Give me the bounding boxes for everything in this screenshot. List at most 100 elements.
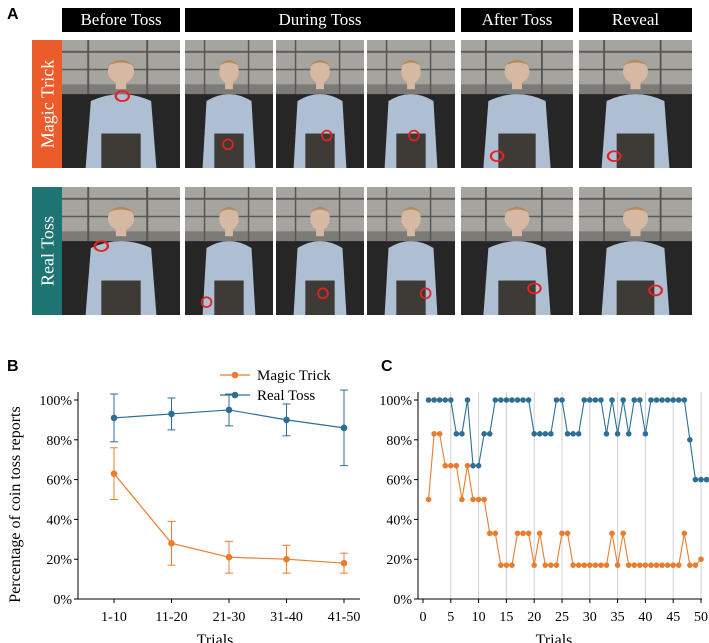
data-point-real-toss	[692, 476, 699, 483]
data-point-magic-trick	[564, 530, 571, 537]
y-tick-label: 40%	[386, 513, 412, 528]
data-point-real-toss	[168, 410, 175, 418]
x-tick-label: 5	[447, 610, 454, 625]
data-point-real-toss	[675, 397, 682, 403]
x-axis-label: Trials	[536, 632, 573, 643]
photo-magic-before-toss	[62, 40, 180, 168]
data-point-magic-trick	[520, 530, 526, 537]
chart-b: 0% 20% 40% 60% 80% 100% 1-10 11-20 21-30 31-40 41-…	[7, 368, 361, 643]
data-point-magic-trick	[431, 431, 437, 437]
data-point-magic-trick	[475, 496, 482, 503]
data-point-magic-trick	[448, 462, 454, 469]
data-point-magic-trick	[620, 530, 626, 537]
data-point-magic-trick	[470, 496, 476, 503]
data-point-magic-trick	[459, 496, 465, 503]
data-point-real-toss	[642, 431, 649, 437]
data-point-magic-trick	[587, 562, 593, 568]
data-point-magic-trick	[681, 530, 688, 537]
data-point-real-toss	[425, 397, 432, 403]
x-tick-label: 41-50	[328, 610, 361, 625]
x-tick-label: 30	[583, 610, 597, 625]
data-point-magic-trick	[225, 553, 233, 561]
data-point-magic-trick	[670, 562, 676, 568]
data-point-magic-trick	[486, 530, 493, 537]
data-point-real-toss	[431, 397, 437, 403]
data-point-real-toss	[498, 397, 504, 403]
photo-real-after-toss	[461, 187, 573, 315]
photo-magic-during-toss-3	[367, 40, 455, 168]
legend-label-magic-trick: Magic Trick	[257, 368, 331, 384]
legend-marker-magic-trick	[231, 371, 239, 379]
data-point-real-toss	[514, 397, 521, 403]
data-point-magic-trick	[514, 530, 521, 537]
data-point-real-toss	[453, 431, 460, 437]
y-tick-label: 80%	[46, 434, 72, 449]
x-tick-label: 50	[694, 610, 708, 625]
data-point-magic-trick	[509, 562, 515, 568]
photo-real-during-toss-2	[276, 187, 364, 315]
data-point-real-toss	[648, 397, 654, 403]
panel-letter-c: C	[381, 358, 393, 375]
data-point-real-toss	[436, 397, 443, 403]
data-point-magic-trick	[675, 562, 682, 568]
x-tick-label: 40	[638, 610, 652, 625]
data-point-magic-trick	[698, 556, 704, 562]
data-point-magic-trick	[648, 562, 654, 568]
photo-magic-during-toss-1	[185, 40, 273, 168]
data-point-real-toss	[587, 397, 593, 403]
data-point-real-toss	[459, 431, 465, 437]
x-tick-label: 11-20	[155, 610, 187, 625]
column-header-before-toss: Before Toss	[62, 8, 180, 32]
data-point-magic-trick	[453, 462, 460, 469]
data-point-real-toss	[486, 431, 493, 437]
data-point-magic-trick	[692, 562, 699, 568]
data-point-real-toss	[548, 431, 554, 437]
row-label-magic-trick: Magic Trick	[32, 40, 64, 168]
data-point-magic-trick	[542, 562, 549, 568]
data-point-magic-trick	[503, 562, 510, 568]
data-point-real-toss	[664, 397, 671, 403]
data-point-real-toss	[536, 431, 543, 437]
photo-magic-after-toss	[461, 40, 573, 168]
data-point-magic-trick	[525, 530, 532, 537]
data-point-real-toss	[492, 397, 499, 403]
x-tick-label: 31-40	[270, 610, 303, 625]
data-point-real-toss	[592, 397, 599, 403]
row-label-real-toss-text: Real Toss	[37, 216, 58, 286]
y-tick-label: 60%	[46, 474, 72, 489]
data-point-magic-trick	[283, 555, 290, 563]
x-tick-label: 35	[611, 610, 625, 625]
column-header-reveal: Reveal	[579, 8, 692, 32]
y-tick-label: 20%	[46, 553, 72, 568]
panel-letter-a: A	[7, 6, 19, 23]
data-point-magic-trick	[664, 562, 671, 568]
data-point-real-toss	[542, 431, 549, 437]
data-point-magic-trick	[168, 539, 175, 547]
y-tick-label: 100%	[39, 394, 72, 409]
photo-magic-reveal	[579, 40, 692, 168]
data-point-magic-trick	[559, 530, 565, 537]
x-tick-label: 0	[420, 610, 427, 625]
data-point-real-toss	[225, 406, 233, 414]
data-point-real-toss	[531, 431, 537, 437]
data-point-magic-trick	[436, 431, 443, 437]
x-tick-label: 1-10	[101, 610, 127, 625]
data-point-real-toss	[559, 397, 565, 403]
y-tick-label: 80%	[386, 434, 412, 449]
photo-magic-during-toss-2	[276, 40, 364, 168]
data-point-magic-trick	[548, 562, 554, 568]
data-point-real-toss	[553, 397, 560, 403]
row-label-magic-trick-text: Magic Trick	[37, 59, 58, 149]
data-point-magic-trick	[110, 470, 118, 477]
data-point-real-toss	[687, 437, 693, 443]
data-point-real-toss	[520, 397, 526, 403]
data-point-magic-trick	[464, 462, 471, 469]
data-point-magic-trick	[553, 562, 560, 568]
data-point-real-toss	[470, 462, 476, 469]
data-point-real-toss	[625, 431, 632, 437]
data-point-real-toss	[698, 476, 704, 483]
y-tick-label: 0%	[53, 593, 72, 608]
data-point-magic-trick	[498, 562, 504, 568]
data-point-magic-trick	[492, 530, 499, 537]
x-tick-label: 15	[499, 610, 513, 625]
